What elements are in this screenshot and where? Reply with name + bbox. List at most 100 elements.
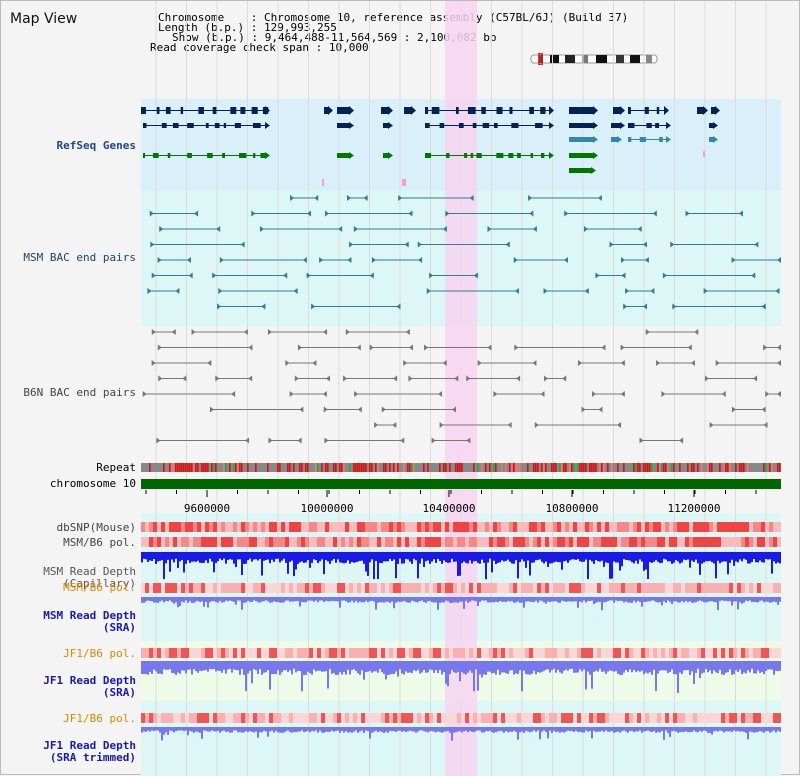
b6n-bac-pair-end <box>207 360 212 366</box>
repeat-element <box>651 463 653 472</box>
gene-exon <box>240 107 246 114</box>
b6n-bac-pair-end <box>763 344 768 351</box>
depth-bar <box>417 727 419 732</box>
depth-bar <box>499 661 501 675</box>
depth-bar <box>299 727 301 732</box>
polymorphism-cell <box>297 713 301 723</box>
msm-bac-pair-end <box>623 303 628 310</box>
depth-bar <box>561 727 563 732</box>
depth-bar <box>447 727 449 731</box>
polymorphism-cell <box>481 537 485 547</box>
depth-bar <box>403 727 405 732</box>
depth-bar <box>451 597 453 603</box>
depth-bar <box>487 727 489 732</box>
depth-bar <box>439 661 441 670</box>
depth-bar <box>341 552 343 563</box>
polymorphism-cell <box>365 713 369 723</box>
depth-bar <box>215 552 217 563</box>
polymorphism-cell <box>353 648 357 658</box>
polymorphism-cell <box>213 648 217 658</box>
depth-bar <box>351 727 353 733</box>
depth-bar <box>265 597 267 601</box>
polymorphism-cell <box>633 713 637 723</box>
msm-bac-pair-end <box>738 210 743 217</box>
depth-bar <box>369 552 371 563</box>
gene-strand-arrow <box>388 106 393 115</box>
polymorphism-cell <box>653 537 657 547</box>
depth-bar <box>419 552 421 564</box>
depth-bar <box>543 727 545 731</box>
coverage-label: Read coverage check span <box>150 41 309 54</box>
depth-bar <box>629 661 631 670</box>
depth-bar <box>671 727 673 732</box>
polymorphism-cell <box>461 583 465 593</box>
polymorphism-cell <box>429 583 433 593</box>
depth-bar <box>321 597 323 601</box>
depth-bar <box>389 727 391 731</box>
polymorphism-cell <box>165 583 169 593</box>
repeat-element <box>439 463 441 472</box>
depth-bar <box>701 552 703 564</box>
depth-bar <box>657 552 659 562</box>
depth-bar <box>487 552 489 563</box>
current-region-marker <box>538 53 543 65</box>
b6n-bac-pair-end <box>424 344 429 351</box>
depth-bar <box>723 552 725 562</box>
repeat-element <box>591 463 593 472</box>
track-label-msm-bac[interactable]: MSM BAC end pairs <box>23 251 136 264</box>
polymorphism-cell <box>537 522 541 532</box>
b6n-bac-pair-end <box>540 391 545 397</box>
polymorphism-cell <box>677 537 681 547</box>
polymorphism-cell <box>425 583 429 593</box>
depth-bar <box>775 661 777 671</box>
polymorphism-cell <box>569 522 573 532</box>
depth-bar <box>309 727 311 733</box>
polymorphism-cell <box>633 648 637 658</box>
polymorphism-cell <box>201 713 205 723</box>
track-label-refseq[interactable]: RefSeq Genes <box>56 139 136 152</box>
depth-bar <box>701 661 703 674</box>
polymorphism-cell <box>469 648 473 658</box>
chromosome-bar <box>141 479 781 489</box>
polymorphism-cell <box>533 583 537 593</box>
depth-bar <box>519 727 521 733</box>
chromosome-label: Chromosome <box>158 11 225 24</box>
polymorphism-cell <box>209 713 213 723</box>
polymorphism-cell <box>441 713 445 723</box>
length-value: 129,993,255 <box>263 21 337 34</box>
depth-bar <box>573 552 575 560</box>
polymorphism-cell <box>693 537 697 547</box>
polymorphism-cell <box>501 583 505 593</box>
polymorphism-cell <box>257 583 261 593</box>
gene-exon <box>659 137 663 142</box>
depth-bar <box>751 661 753 669</box>
polymorphism-cell <box>257 537 261 547</box>
depth-bar <box>713 552 715 564</box>
depth-bar <box>271 661 273 675</box>
depth-bar <box>359 661 361 675</box>
depth-bar <box>729 552 731 563</box>
depth-bar <box>753 597 755 602</box>
depth-bar <box>719 552 721 564</box>
depth-bar <box>745 727 747 733</box>
depth-bar <box>649 727 651 732</box>
track-label-b6n-bac[interactable]: B6N BAC end pairs <box>23 386 136 399</box>
depth-bar <box>665 552 667 560</box>
depth-bar <box>551 661 553 671</box>
repeat-element <box>481 463 483 472</box>
depth-bar <box>187 597 189 603</box>
chromosome-ideogram[interactable] <box>530 53 660 65</box>
depth-bar <box>533 661 535 671</box>
msm-bac-pair-end <box>703 288 708 294</box>
repeat-element <box>395 463 397 472</box>
repeat-element <box>509 463 511 472</box>
polymorphism-cell <box>669 713 673 723</box>
depth-bar <box>579 727 581 732</box>
depth-bar <box>611 661 613 671</box>
depth-bar <box>279 727 281 733</box>
depth-bar <box>715 661 717 673</box>
gene-exon <box>709 137 713 142</box>
polymorphism-cell <box>377 713 381 723</box>
depth-bar <box>641 552 643 562</box>
